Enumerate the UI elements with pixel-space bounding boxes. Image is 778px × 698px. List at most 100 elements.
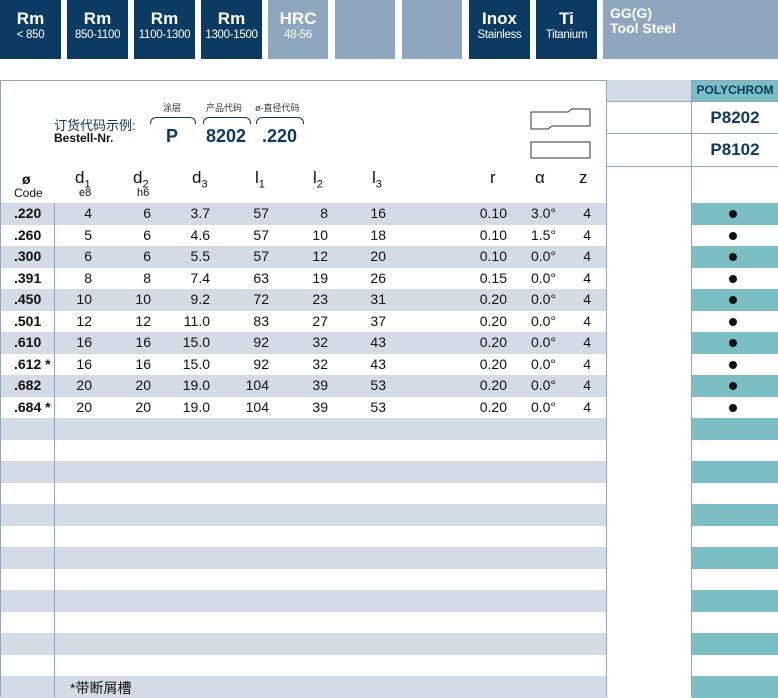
col-d2-header: d2 (133, 168, 149, 191)
cell-d1: 4 (84, 205, 92, 221)
table-row: .391 8 8 7.4 63 19 26 0.15 0.0° 4 (0, 268, 778, 290)
availability-cell (692, 547, 778, 569)
cell-l3: 26 (370, 269, 386, 286)
cell-z: 4 (583, 398, 591, 415)
material-tile-sub: 48-56 (284, 29, 312, 41)
cell-alpha: 3.0° (530, 205, 556, 221)
material-tile-title: Ti (559, 9, 574, 28)
cell-l2: 10 (312, 226, 328, 243)
cell-r: 0.20 (479, 355, 507, 372)
cell-d3: 15.0 (182, 334, 210, 350)
cell-l3: 53 (370, 377, 386, 393)
col-z-header: z (579, 168, 588, 187)
cell-l3: 18 (370, 226, 386, 243)
table-row: .501 12 12 11.0 83 27 37 0.20 0.0° 4 (0, 311, 778, 333)
col-d2-sub: h6 (137, 187, 150, 199)
availability-dot (729, 339, 737, 347)
cell-d2: 12 (135, 312, 151, 329)
col-l1-header: l1 (255, 168, 265, 191)
availability-dot (729, 274, 737, 283)
row-shade (1, 289, 606, 311)
table-row (0, 418, 778, 440)
cell-d1: 20 (76, 377, 92, 393)
material-tile-title: Rm (217, 9, 246, 28)
diameter-code: .684 * (14, 398, 51, 415)
material-tile-title (335, 0, 395, 10)
availability-dot (729, 231, 737, 240)
availability-cell (692, 461, 778, 483)
cell-d3: 7.4 (190, 269, 210, 286)
cell-alpha: 0.0° (530, 398, 556, 415)
cell-d1: 8 (84, 269, 92, 286)
cell-alpha: 1.5° (530, 226, 556, 243)
cell-l3: 43 (370, 355, 386, 372)
diameter-code-label: ø-直径代码 (255, 103, 300, 113)
table-row: .300 6 6 5.5 57 12 20 0.10 0.0° 4 (0, 246, 778, 268)
material-tile-2: Rm 1100-1300 (134, 0, 195, 59)
cell-d2: 20 (135, 398, 151, 415)
diameter-code: .391 (14, 269, 42, 286)
coating-label: 涂层 (163, 103, 182, 113)
material-tile-title: Rm (150, 9, 179, 28)
availability-dot (729, 296, 737, 304)
cell-d2: 6 (143, 205, 151, 221)
cell-l1: 104 (245, 398, 269, 415)
availability-cell (692, 569, 778, 591)
cell-d3: 4.6 (190, 226, 210, 243)
cell-l2: 27 (312, 312, 328, 329)
col-l3-header: l3 (372, 168, 382, 191)
cell-d2: 6 (143, 226, 151, 243)
table-row (0, 633, 778, 655)
availability-cell (692, 655, 778, 677)
col-r-header: r (490, 168, 496, 187)
cell-l2: 39 (312, 377, 328, 393)
cell-d2: 16 (135, 355, 151, 372)
cell-l1: 57 (253, 205, 269, 221)
cell-l2: 12 (312, 248, 328, 264)
cell-d1: 20 (76, 398, 92, 415)
cell-l1: 104 (245, 377, 269, 393)
material-tile-5 (335, 0, 395, 59)
cell-l1: 63 (253, 269, 269, 286)
cell-d1: 5 (84, 226, 92, 243)
cell-l1: 57 (253, 226, 269, 243)
cell-alpha: 0.0° (530, 269, 556, 286)
product-p8102: P8102 (710, 140, 760, 159)
tool-smooth-icon (530, 141, 591, 159)
cell-d2: 10 (135, 291, 151, 307)
cell-l1: 92 (253, 355, 269, 372)
cell-r: 0.20 (479, 334, 507, 350)
row-shade (1, 246, 606, 268)
cell-r: 0.20 (479, 312, 507, 329)
product-value: 8202 (206, 126, 247, 146)
cell-l1: 72 (253, 291, 269, 307)
cell-d3: 9.2 (190, 291, 210, 307)
availability-cell (692, 483, 778, 505)
row-shade (1, 633, 606, 655)
right-sep-3 (606, 166, 778, 167)
coating-brace (150, 117, 196, 124)
cell-l3: 53 (370, 398, 386, 415)
material-tile-sub: < 850 (16, 29, 45, 41)
material-tile-title: GG(G) (610, 5, 652, 21)
cell-d3: 11.0 (183, 312, 210, 329)
col-code-sub: Code (14, 186, 43, 200)
material-tile-title: Rm (16, 9, 45, 28)
cell-l1: 83 (253, 312, 269, 329)
diameter-code: .260 (14, 226, 42, 243)
table-left-line (0, 80, 1, 697)
cell-alpha: 0.0° (530, 312, 556, 329)
material-tile-6 (402, 0, 462, 59)
right-sep-2 (606, 133, 778, 134)
diameter-code: .682 (14, 377, 42, 393)
row-shade (1, 547, 606, 569)
cell-alpha: 0.0° (530, 355, 556, 372)
availability-cell (692, 676, 778, 698)
table-row: .260 5 6 4.6 57 10 18 0.10 1.5° 4 (0, 225, 778, 247)
availability-dot (729, 317, 737, 326)
data-right-line (606, 80, 607, 697)
tool-chipbreaker-icon (530, 108, 591, 130)
diameter-code: .450 (14, 291, 42, 307)
cell-alpha: 0.0° (530, 377, 556, 393)
table-row (0, 526, 778, 548)
